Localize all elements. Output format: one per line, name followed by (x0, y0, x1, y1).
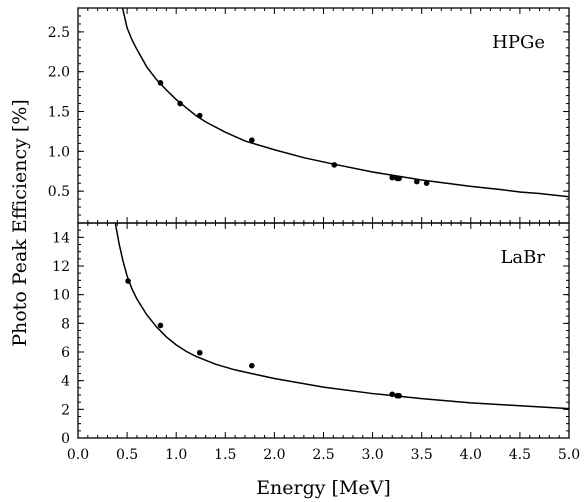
x-tick-label: 1.5 (214, 447, 236, 463)
data-point (331, 162, 338, 168)
panel-label: HPGe (492, 32, 545, 53)
data-point (157, 80, 164, 86)
x-tick-label: 2.0 (263, 447, 285, 463)
x-axis-label: Energy [MeV] (256, 477, 391, 499)
y-axis-label: Photo Peak Efficiency [%] (9, 99, 31, 347)
x-tick-label: 4.0 (460, 447, 482, 463)
data-point (249, 362, 255, 369)
x-tick-label: 1.0 (165, 447, 187, 463)
axes-layer: 0.5 1.0 1.5 2.0 2.5 HPGe 0 2 4 6 8 10 12 14 LaBr 0.0 0.5… (48, 7, 580, 463)
panel-frame (77, 222, 570, 439)
x-tick-label: 2.5 (312, 447, 334, 463)
data-point (125, 278, 131, 284)
fit-curve (121, 8, 569, 198)
panel-label: LaBr (500, 247, 545, 268)
x-tick-label: 5.0 (558, 447, 580, 463)
x-tick-label: 4.5 (509, 447, 531, 463)
data-point (413, 178, 420, 185)
data-point (389, 391, 396, 398)
y-tick-label: 2.5 (48, 25, 70, 41)
data-point (157, 322, 164, 329)
y-tick-label: 0 (61, 431, 70, 447)
y-tick-label: 6 (61, 345, 70, 361)
panel-hpge: 0.5 1.0 1.5 2.0 2.5 HPGe (48, 7, 570, 224)
y-tick-label: 2 (61, 402, 70, 418)
data-point (177, 100, 183, 107)
x-tick-label: 3.0 (361, 447, 383, 463)
y-tick-label: 8 (61, 316, 70, 332)
data-point (196, 349, 203, 356)
x-tick-label: 0.0 (67, 447, 89, 463)
y-tick-label: 14 (52, 230, 70, 246)
x-tick-label: 3.5 (411, 447, 433, 463)
panel-labr: 0 2 4 6 8 10 12 14 LaBr (52, 222, 570, 447)
y-tick-label: 4 (61, 374, 70, 390)
data-point (196, 112, 203, 119)
y-tick-label: 12 (52, 259, 70, 275)
y-tick-label: 1.5 (48, 105, 70, 121)
y-tick-label: 0.5 (48, 184, 70, 200)
data-point (396, 175, 402, 182)
y-tick-label: 2.0 (48, 65, 70, 81)
data-point (396, 392, 402, 399)
data-point (423, 180, 430, 186)
y-tick-label: 10 (52, 288, 70, 304)
data-point (389, 174, 396, 181)
x-tick-label: 0.5 (116, 447, 138, 463)
data-point (249, 137, 255, 143)
y-tick-label: 1.0 (48, 144, 70, 160)
